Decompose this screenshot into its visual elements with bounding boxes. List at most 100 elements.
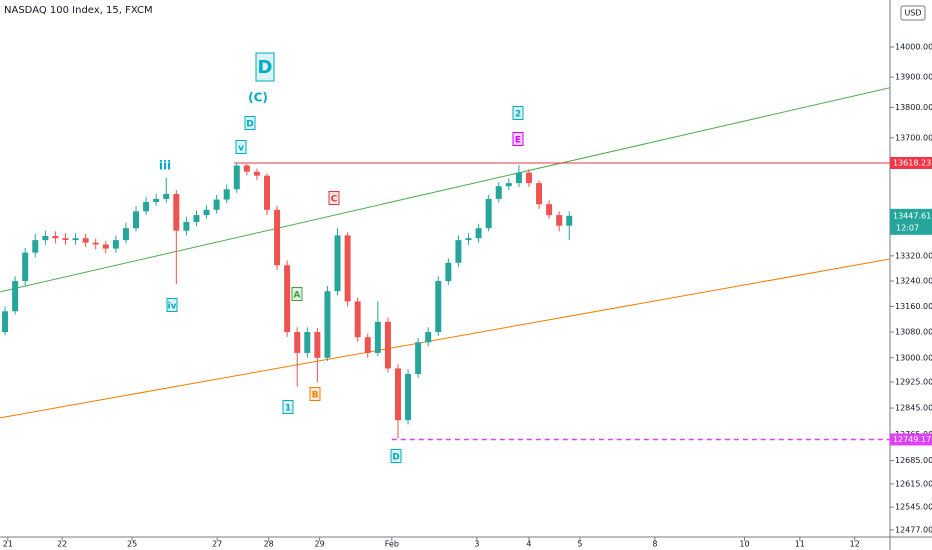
candle-body [253,171,260,176]
x-tick-label: 28 [264,540,274,549]
trendline [0,87,891,293]
candle-body [394,368,401,421]
candle-body [505,183,512,187]
x-tick-label: 3 [474,540,479,549]
candle-body [32,240,39,253]
x-tick-label: 27 [212,540,222,549]
y-tick-label: 12845.00 [895,404,932,413]
last-price-time: 12:07 [896,223,919,232]
candle-body [314,332,321,358]
annotation: C [331,195,338,205]
candle-body [12,281,19,312]
y-tick-label: 13000.00 [895,353,932,362]
candle-body [274,209,281,266]
annotation-box [235,140,247,154]
candle-body [525,172,532,184]
candle-body [143,202,150,212]
candle-body [566,215,573,226]
candle-body [536,183,543,205]
chart-title: NASDAQ 100 Index, 15, FXCM [4,5,153,16]
price-tag [890,433,932,446]
y-tick-label: 13240.00 [895,277,932,286]
candle-body [92,242,99,245]
candle-body [405,373,412,421]
candle-body [324,291,331,358]
candle-body [495,186,502,199]
candle-body [445,262,452,282]
candle-body [82,238,89,243]
candle-body [425,332,432,343]
y-tick-label: 12615.00 [895,479,932,488]
candle-body [546,204,553,216]
annotation: D [258,57,273,78]
y-tick-label: 13320.00 [895,251,932,260]
currency-box[interactable] [900,5,926,21]
x-tick-label: Feb [385,540,399,549]
annotation: 2 [515,110,521,120]
candle-body [284,265,291,333]
y-tick-label: 13800.00 [895,103,932,112]
candle-body [173,193,180,231]
candle-body [62,238,69,241]
candle-body [304,332,311,353]
x-tick-label: 11 [795,540,805,549]
annotation-box [309,387,321,401]
annotation-box [255,52,275,82]
currency: USD [904,9,921,18]
price-tag-label: 12749.17 [893,435,931,444]
annotation: B [312,391,319,401]
annotation: D [246,120,253,130]
candle-body [233,165,240,190]
candle-body [183,221,190,231]
x-tick-label: 5 [577,540,582,549]
candle-body [72,238,79,241]
candle-body [415,342,422,374]
candle-body [374,321,381,353]
trendline [0,258,891,419]
annotation: (C) [248,91,268,105]
candle-body [264,175,270,210]
annotation: v [238,144,244,154]
candle-body [2,311,9,333]
candle-body [112,240,119,249]
y-tick-label: 13080.00 [895,328,932,337]
y-tick-label: 12685.00 [895,456,932,465]
candle-body [364,337,371,353]
candle-body [344,235,351,302]
x-tick-label: 12 [850,540,860,549]
candle-body [455,240,462,263]
candle-body [153,198,160,203]
candle-body [213,199,220,210]
annotation: E [515,136,521,146]
candle-body [556,215,563,226]
y-tick-label: 12925.00 [895,378,932,387]
candle-body [435,281,442,333]
candle-body [193,215,200,222]
candle-body [334,235,341,292]
candle-body [515,172,522,184]
y-tick-label: 12477.00 [895,525,932,534]
annotation: iv [168,302,177,312]
annotation-box [328,191,340,205]
candle-body [223,189,230,200]
candle-body [465,238,472,241]
candle-body [163,193,170,199]
candle-body [22,252,29,282]
candle-body [384,321,391,369]
price-tag [890,156,932,169]
candle-body [133,211,140,229]
candle-body [243,165,250,172]
y-tick-label: 13160.00 [895,302,932,311]
candle-body [485,198,492,229]
candle-body [102,244,109,249]
price-tag-label: 13618.23 [893,158,931,167]
annotation: D [392,453,399,463]
x-tick-label: 22 [57,540,67,549]
y-tick-label: 13900.00 [895,73,932,82]
last-price-tag [890,208,932,235]
annotation-box [166,298,178,312]
candle-body [122,228,129,241]
x-tick-label: 29 [315,540,325,549]
